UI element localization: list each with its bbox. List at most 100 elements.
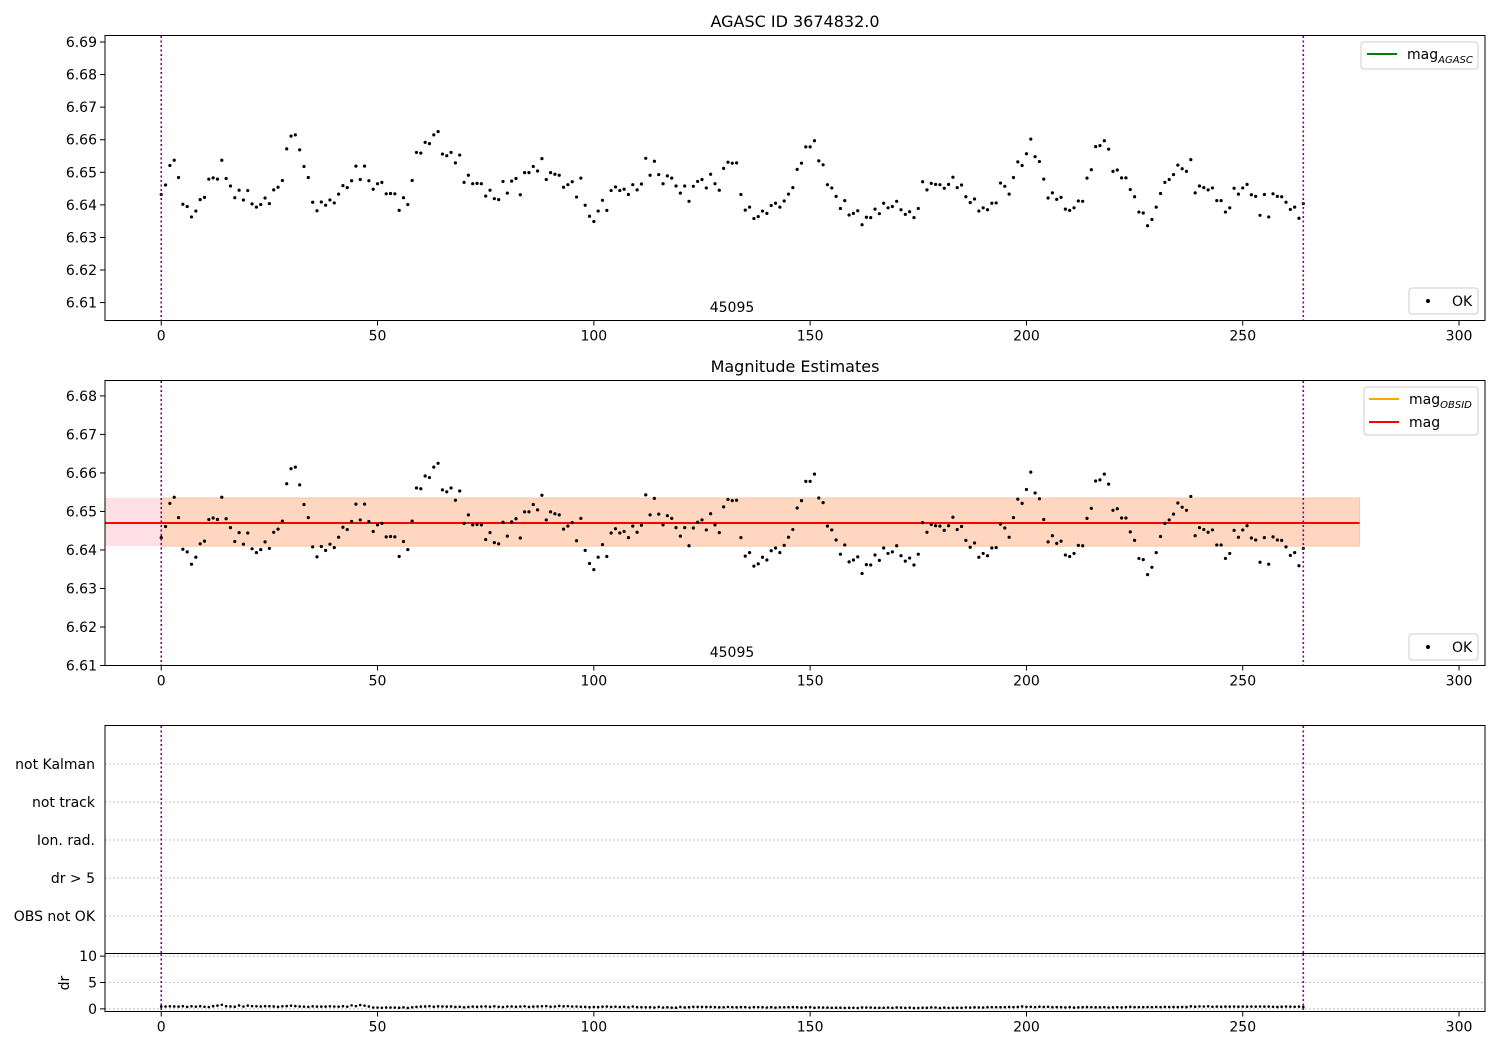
mag-point (825, 524, 830, 528)
mag-point (661, 523, 665, 527)
mag-point (782, 199, 786, 203)
mag-point (1167, 177, 1171, 182)
dr-point (224, 1004, 228, 1008)
mag-point (561, 185, 566, 189)
mag-point (241, 198, 246, 202)
panel2-legend-upper: magOBSID mag (1363, 386, 1479, 436)
mag-point (1042, 177, 1046, 181)
mag-point (743, 554, 747, 558)
mag-point (1003, 184, 1007, 188)
dr-point (255, 1004, 258, 1008)
mag-point (1055, 541, 1059, 546)
mag-point (786, 192, 791, 196)
mag-point (259, 202, 263, 207)
mag-point (1232, 528, 1236, 532)
mag-point (1215, 543, 1219, 547)
mag-point (990, 546, 994, 550)
mag-point (985, 208, 990, 212)
mag-point (427, 142, 432, 146)
flag-label: dr > 5 (51, 871, 95, 887)
mag-point (1050, 534, 1054, 538)
mag-point (440, 152, 445, 156)
dr-point (445, 1005, 449, 1008)
mag-point (384, 192, 388, 196)
mag-point (198, 542, 202, 546)
mag-point (319, 544, 323, 549)
mag-point (319, 200, 323, 204)
mag-point (613, 527, 618, 531)
panel1-y-axis: 6.61 6.62 6.63 6.64 6.65 6.66 6.67 6.68 6.69 (66, 35, 105, 312)
mag-point (994, 546, 998, 550)
mag-point (1115, 507, 1119, 511)
mag-point (427, 475, 432, 480)
mag-point (1293, 551, 1297, 555)
mag-point (1288, 553, 1292, 557)
mag-point (1016, 160, 1020, 164)
dr-point (648, 1005, 652, 1009)
mag-point (609, 188, 613, 193)
dr-point (592, 1005, 596, 1009)
y-tick-label: 10 (79, 949, 97, 965)
dr-point (843, 1006, 847, 1010)
dr-point (471, 1005, 475, 1008)
dr-point (1250, 1005, 1253, 1008)
dr-point (986, 1005, 989, 1009)
mag-point (899, 208, 903, 212)
y-tick-label: 6.67 (66, 100, 97, 116)
dr-point (761, 1005, 764, 1009)
dr-point (960, 1006, 963, 1010)
mag-point (548, 510, 553, 514)
mag-point (341, 525, 345, 529)
mag-point (211, 176, 215, 180)
mag-point (298, 148, 302, 152)
dr-point (813, 1006, 816, 1010)
mag-point (544, 177, 548, 182)
dr-point (1029, 1005, 1033, 1009)
mag-point (194, 555, 198, 559)
mag-point (436, 129, 440, 134)
mag-point (895, 544, 899, 548)
panel4-dr-points (159, 1003, 1305, 1010)
mag-point (1024, 487, 1029, 492)
mag-point (648, 513, 652, 517)
mag-point (1254, 194, 1258, 198)
mag-point (683, 526, 687, 530)
mag-point (899, 554, 903, 558)
dr-point (242, 1005, 245, 1008)
mag-point (592, 568, 596, 572)
mag-point (639, 182, 644, 186)
dr-point (363, 1004, 366, 1007)
dr-point (159, 1005, 163, 1008)
x-tick-label: 300 (1446, 329, 1473, 345)
x-tick-label: 200 (1013, 1020, 1040, 1036)
panel2-annotation: 45095 (710, 645, 755, 661)
dr-point (428, 1004, 431, 1008)
mag-point (1180, 505, 1184, 509)
dr-point (955, 1006, 959, 1009)
legend-marker-ok (1426, 645, 1430, 649)
dr-point (769, 1005, 773, 1009)
mag-point (778, 205, 782, 209)
dr-point (908, 1006, 911, 1009)
mag-point (332, 201, 336, 205)
dr-point (328, 1004, 332, 1008)
mag-point (176, 516, 181, 520)
mag-point (869, 215, 873, 220)
mag-point (272, 188, 276, 192)
dr-point (259, 1005, 263, 1008)
panel1-legend-lower: OK (1408, 287, 1479, 315)
mag-point (713, 523, 717, 527)
dr-point (449, 1005, 453, 1008)
mag-point (916, 552, 920, 556)
dr-point (1280, 1005, 1283, 1008)
dr-point (1068, 1005, 1071, 1009)
mag-point (856, 555, 860, 559)
mag-point (825, 183, 830, 187)
legend-label-mag-agasc: magAGASC (1407, 47, 1473, 66)
legend-marker-ok (1426, 299, 1430, 303)
mag-point (916, 206, 920, 211)
mag-point (1284, 200, 1288, 204)
mag-point (726, 497, 730, 502)
y-tick-label: 6.64 (66, 198, 97, 214)
mag-point (1098, 143, 1102, 148)
